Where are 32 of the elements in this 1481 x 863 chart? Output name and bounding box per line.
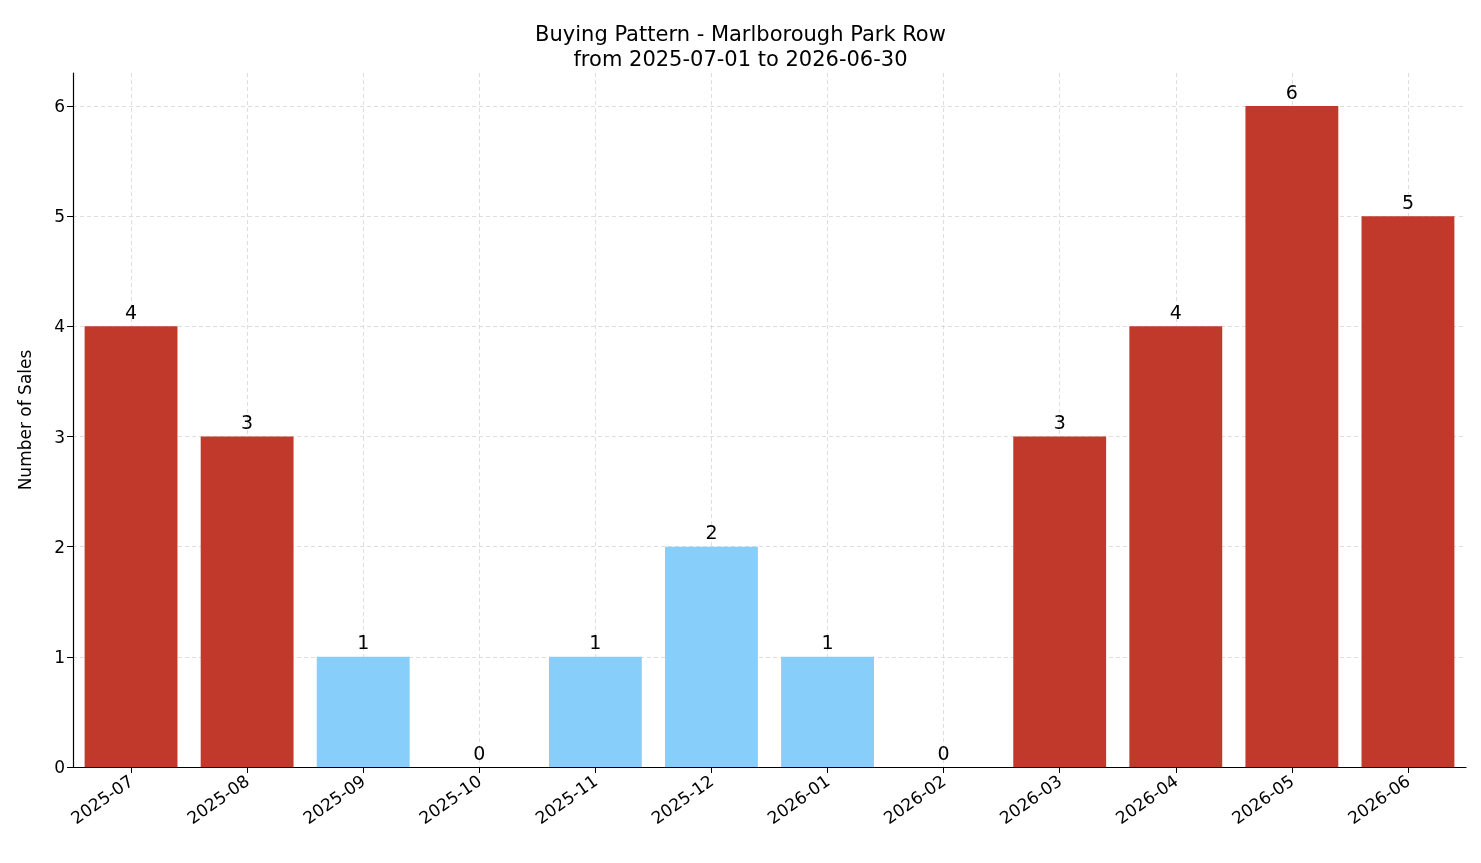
data-label: 2: [705, 521, 718, 544]
y-tick-label: 6: [54, 96, 65, 117]
chart-subtitle: from 2025-07-01 to 2026-06-30: [573, 46, 908, 71]
chart-title: Buying Pattern - Marlborough Park Row: [535, 21, 946, 46]
bar: [548, 656, 642, 767]
data-label: 0: [937, 741, 950, 764]
data-label: 1: [821, 631, 834, 654]
data-label: 4: [124, 300, 138, 323]
data-label: 1: [589, 631, 602, 654]
y-tick-label: 1: [54, 646, 65, 667]
y-tick-label: 3: [54, 426, 65, 447]
y-tick-label: 4: [54, 316, 65, 337]
bar: [1129, 326, 1223, 767]
bar: [1013, 436, 1107, 767]
bar: [1245, 106, 1339, 767]
y-tick-label: 0: [54, 757, 65, 777]
data-label: 4: [1169, 300, 1182, 323]
bar: [1361, 216, 1455, 767]
bar: [781, 656, 874, 767]
y-tick-label: 5: [54, 206, 65, 227]
bar: [200, 436, 294, 767]
data-label: 6: [1285, 80, 1298, 103]
y-tick-label: 2: [54, 536, 65, 557]
data-label: 3: [241, 411, 254, 434]
y-axis-title: Number of Sales: [14, 349, 35, 491]
data-label: 1: [357, 631, 370, 654]
bar: [665, 546, 758, 767]
data-label: 3: [1053, 411, 1066, 434]
data-label: 5: [1401, 190, 1415, 213]
data-label: 0: [473, 741, 486, 764]
bar: [84, 326, 178, 767]
bar: [316, 656, 410, 767]
